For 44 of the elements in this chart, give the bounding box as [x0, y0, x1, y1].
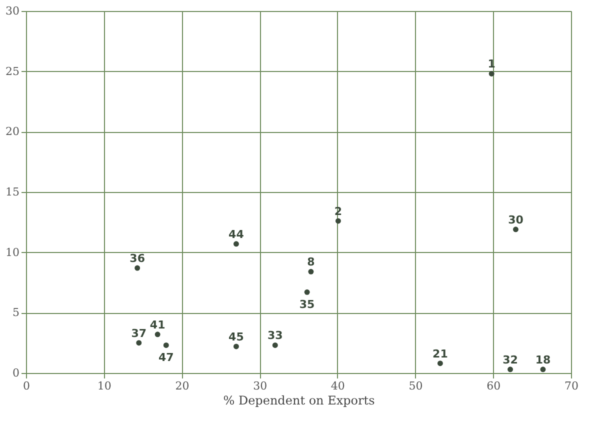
- y-tick-label: 30: [6, 4, 20, 18]
- annotation: 30: [508, 213, 524, 226]
- x-tick-label: 70: [564, 380, 578, 392]
- point: [233, 241, 239, 247]
- point: [335, 218, 341, 224]
- y-tick-label: 20: [6, 125, 20, 138]
- x-axis-title: % Dependent on Exports: [223, 394, 375, 408]
- x-tick-label: 20: [175, 380, 190, 392]
- x-tick-label: 60: [486, 380, 501, 392]
- annotation: 47: [158, 351, 174, 364]
- point: [512, 226, 518, 232]
- y-tick-label: 10: [6, 246, 20, 259]
- point: [304, 289, 310, 295]
- point: [136, 340, 142, 346]
- y-tick-label: 15: [6, 186, 20, 198]
- annotation: 32: [502, 353, 518, 366]
- annotation: 8: [307, 256, 315, 269]
- point: [488, 71, 494, 76]
- x-tick-label: 50: [408, 380, 423, 392]
- point: [233, 344, 239, 350]
- annotation: 44: [228, 228, 244, 241]
- point: [154, 332, 160, 338]
- x-tick-label: 10: [97, 380, 112, 392]
- point: [272, 342, 278, 348]
- annotation: 35: [299, 298, 315, 312]
- x-tick-label: 30: [253, 380, 268, 392]
- x-tick-label: 40: [330, 380, 345, 392]
- annotation: 21: [432, 347, 448, 360]
- annotation: 37: [131, 326, 147, 340]
- point: [437, 360, 443, 366]
- annotation: 41: [150, 318, 166, 332]
- point: [163, 342, 169, 348]
- annotation: 18: [535, 353, 551, 366]
- point: [508, 366, 514, 372]
- annotation: 45: [228, 330, 244, 344]
- point: [540, 366, 546, 372]
- y-tick-label: 5: [12, 306, 20, 320]
- y-tick-label: 0: [12, 366, 20, 380]
- y-tick-label: 25: [6, 64, 20, 78]
- annotation: 33: [267, 329, 283, 342]
- point: [308, 268, 314, 274]
- x-tick-label: 0: [23, 380, 30, 392]
- annotation: 36: [130, 252, 146, 266]
- point: [134, 265, 140, 271]
